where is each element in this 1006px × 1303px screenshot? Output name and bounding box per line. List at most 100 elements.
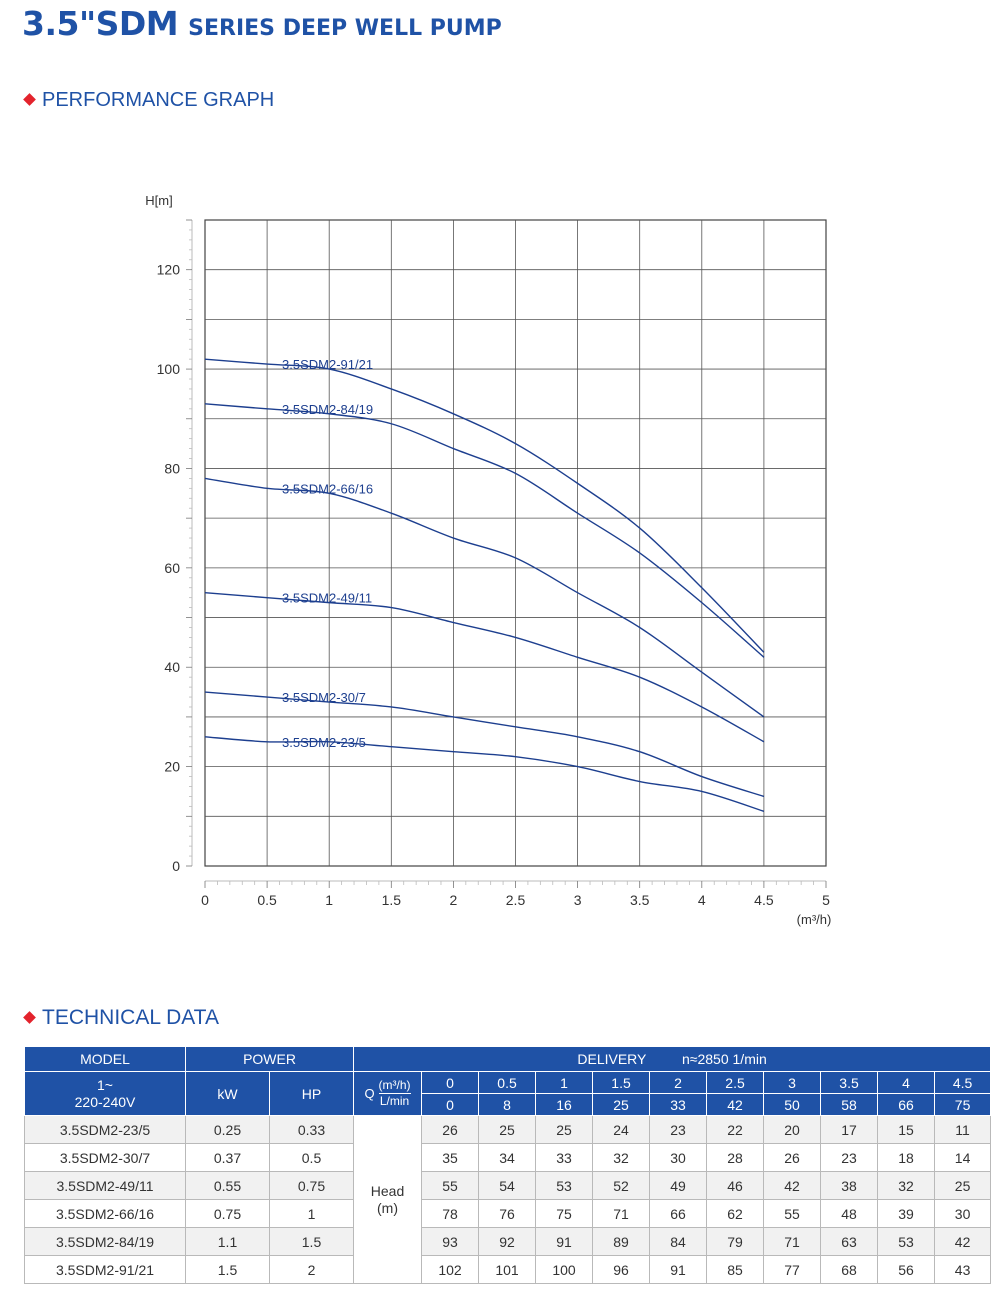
head-value-cell: 17 <box>820 1115 879 1144</box>
head-value-cell: 34 <box>478 1143 537 1172</box>
head-value-cell: 39 <box>877 1199 936 1228</box>
flow-lmin-cell: 75 <box>934 1093 992 1116</box>
head-value-cell: 71 <box>592 1199 651 1228</box>
y-tick-label: 40 <box>164 659 180 675</box>
head-value-cell: 18 <box>877 1143 936 1172</box>
table-row: 3.5SDM2-49/11 0.55 0.75 55 54 53 52 49 46 42 38 32 2… <box>24 1171 992 1200</box>
flow-lmin-row: 0 8 16 25 33 42 50 58 66 75 <box>25 1093 992 1116</box>
head-value-cell: 30 <box>934 1199 992 1228</box>
head-value-cell: 56 <box>877 1255 936 1284</box>
table-row: 3.5SDM2-30/7 0.37 0.5 35 34 33 32 30 28 26 23 18 14 <box>24 1143 992 1172</box>
head-value-cell: 52 <box>592 1171 651 1200</box>
series-label: 3.5SDM2-49/11 <box>282 591 372 606</box>
power-header: POWER <box>184 1046 355 1072</box>
head-value-cell: 68 <box>820 1255 879 1284</box>
table-row: 3.5SDM2-66/16 0.75 1 78 76 75 71 66 62 55 48 39 30 <box>24 1199 992 1228</box>
model-cell: 3.5SDM2-91/21 <box>24 1255 186 1284</box>
head-value-cell: 20 <box>763 1115 822 1144</box>
head-value-cell: 63 <box>820 1227 879 1256</box>
flow-lmin-cell: 33 <box>649 1093 708 1116</box>
x-tick-label: 1.5 <box>382 892 402 908</box>
series-label: 3.5SDM2-84/19 <box>282 402 373 417</box>
flow-lmin-cell: 42 <box>706 1093 765 1116</box>
hp-cell: 0.75 <box>268 1171 355 1200</box>
head-value-cell: 53 <box>877 1227 936 1256</box>
flow-m3h-cell: 4 <box>877 1071 936 1094</box>
y-tick-label: 80 <box>164 460 180 476</box>
head-value-cell: 30 <box>649 1143 708 1172</box>
head-value-cell: 32 <box>877 1171 936 1200</box>
head-value-cell: 14 <box>934 1143 992 1172</box>
model-cell: 3.5SDM2-66/16 <box>24 1199 186 1228</box>
delivery-label: DELIVERY <box>577 1051 647 1067</box>
head-unit: (m) <box>377 1199 399 1216</box>
flow-lmin-cell: 66 <box>877 1093 936 1116</box>
flow-m3h-cell: 1 <box>535 1071 594 1094</box>
q-unit-m3h: (m³/h) <box>378 1078 411 1094</box>
x-tick-label: 0 <box>201 892 209 908</box>
series-curve <box>204 358 765 653</box>
flow-m3h-cell: 3 <box>763 1071 822 1094</box>
series-curve <box>204 591 765 743</box>
head-value-cell: 66 <box>649 1199 708 1228</box>
y-tick-label: 0 <box>172 858 180 874</box>
head-value-cell: 25 <box>934 1171 992 1200</box>
series-curve <box>204 403 765 658</box>
head-value-cell: 33 <box>535 1143 594 1172</box>
table-row: 3.5SDM2-91/21 1.5 2 102 101 100 96 91 85 77 68 56 43 <box>24 1255 992 1284</box>
head-value-cell: 55 <box>421 1171 480 1200</box>
voltage-cell: 1~ 220-240V <box>24 1071 186 1116</box>
flow-lmin-cell: 8 <box>478 1093 537 1116</box>
x-tick-label: 2 <box>450 892 458 908</box>
head-value-cell: 93 <box>421 1227 480 1256</box>
head-value-cell: 55 <box>763 1199 822 1228</box>
y-tick-label: 20 <box>164 759 180 775</box>
flow-lmin-cell: 0 <box>421 1093 480 1116</box>
head-value-cell: 35 <box>421 1143 480 1172</box>
head-value-cell: 53 <box>535 1171 594 1200</box>
head-value-cell: 49 <box>649 1171 708 1200</box>
flow-lmin-cell: 16 <box>535 1093 594 1116</box>
flow-lmin-cell: 50 <box>763 1093 822 1116</box>
head-value-cell: 23 <box>649 1115 708 1144</box>
head-value-cell: 25 <box>478 1115 537 1144</box>
head-value-cell: 92 <box>478 1227 537 1256</box>
series-curve <box>204 736 765 813</box>
head-value-cell: 22 <box>706 1115 765 1144</box>
head-value-cell: 23 <box>820 1143 879 1172</box>
q-units: (m³/h) L/min <box>378 1078 411 1109</box>
head-value-cell: 11 <box>934 1115 992 1144</box>
series-label: 3.5SDM2-23/5 <box>282 735 366 750</box>
head-value-cell: 100 <box>535 1255 594 1284</box>
head-value-cell: 101 <box>478 1255 537 1284</box>
technical-data-heading: TECHNICAL DATA <box>23 1006 219 1030</box>
kw-cell: 0.75 <box>185 1199 270 1228</box>
performance-graph-heading: PERFORMANCE GRAPH <box>23 89 274 112</box>
hp-cell: 1.5 <box>268 1227 355 1256</box>
q-unit-lmin: L/min <box>379 1094 410 1108</box>
series-label: 3.5SDM2-30/7 <box>282 690 366 705</box>
head-value-cell: 43 <box>934 1255 992 1284</box>
head-label-cell: Head (m) <box>353 1115 423 1284</box>
flow-lmin-cell: 25 <box>592 1093 651 1116</box>
head-value-cell: 78 <box>421 1199 480 1228</box>
voltage-range: 220-240V <box>74 1093 136 1110</box>
kw-cell: 1.5 <box>185 1255 270 1284</box>
head-value-cell: 77 <box>763 1255 822 1284</box>
flow-m3h-cell: 0 <box>421 1071 480 1094</box>
x-tick-label: 5 <box>822 892 830 908</box>
head-value-cell: 79 <box>706 1227 765 1256</box>
series-curve <box>204 477 765 718</box>
y-tick-label: 120 <box>157 262 181 278</box>
x-tick-label: 3 <box>574 892 582 908</box>
kw-header: kW <box>185 1071 270 1116</box>
kw-cell: 0.55 <box>185 1171 270 1200</box>
series-label: 3.5SDM2-66/16 <box>282 481 373 496</box>
head-value-cell: 32 <box>592 1143 651 1172</box>
head-value-cell: 62 <box>706 1199 765 1228</box>
page-title: 3.5"SDM SERIES DEEP WELL PUMP <box>22 4 502 43</box>
flow-m3h-cell: 0.5 <box>478 1071 537 1094</box>
title-sub: SERIES DEEP WELL PUMP <box>188 16 502 41</box>
head-value-cell: 28 <box>706 1143 765 1172</box>
hp-cell: 2 <box>268 1255 355 1284</box>
